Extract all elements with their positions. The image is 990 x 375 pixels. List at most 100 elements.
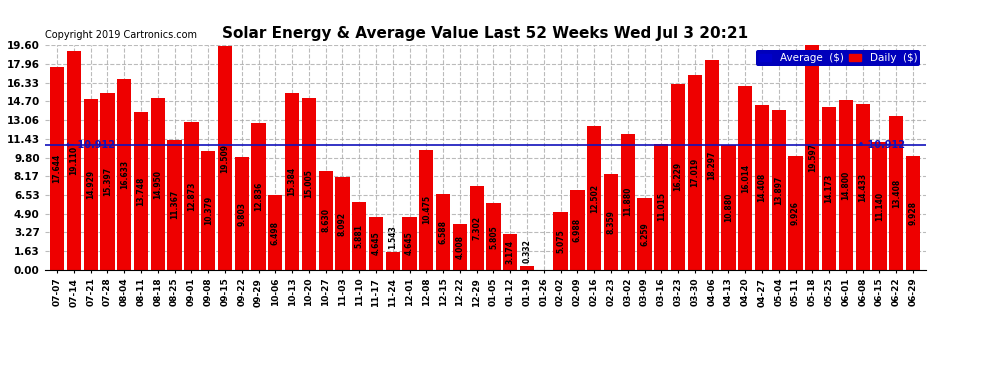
Bar xyxy=(587,126,601,270)
Text: 6.988: 6.988 xyxy=(573,218,582,242)
Text: 16.014: 16.014 xyxy=(741,164,749,193)
Bar xyxy=(336,177,349,270)
Text: 4.645: 4.645 xyxy=(371,231,380,255)
Text: 15.397: 15.397 xyxy=(103,167,112,196)
Text: 11.880: 11.880 xyxy=(624,187,633,216)
Bar xyxy=(788,156,803,270)
Text: 0.332: 0.332 xyxy=(523,239,532,263)
Bar xyxy=(251,123,265,270)
Text: 6.498: 6.498 xyxy=(271,221,280,245)
Text: 4.645: 4.645 xyxy=(405,231,414,255)
Text: 6.588: 6.588 xyxy=(439,220,447,244)
Text: 13.748: 13.748 xyxy=(137,176,146,206)
Text: 12.873: 12.873 xyxy=(187,182,196,211)
Bar xyxy=(621,134,635,270)
Bar xyxy=(50,68,64,270)
Bar xyxy=(722,145,736,270)
Bar xyxy=(83,99,98,270)
Bar xyxy=(739,86,752,270)
Text: 11.015: 11.015 xyxy=(656,192,666,221)
Text: 12.502: 12.502 xyxy=(590,184,599,213)
Bar xyxy=(771,111,786,270)
Text: 19.597: 19.597 xyxy=(808,143,817,172)
Bar xyxy=(369,217,383,270)
Bar xyxy=(167,140,182,270)
Bar xyxy=(66,51,81,270)
Text: 9.928: 9.928 xyxy=(909,201,918,225)
Bar xyxy=(218,46,232,270)
Bar xyxy=(100,93,115,270)
Text: 5.805: 5.805 xyxy=(489,225,498,249)
Bar xyxy=(855,104,870,270)
Text: 17.019: 17.019 xyxy=(690,158,699,187)
Text: 8.630: 8.630 xyxy=(321,209,330,232)
Bar xyxy=(469,186,484,270)
Bar xyxy=(150,98,165,270)
Text: 6.259: 6.259 xyxy=(641,222,649,246)
Text: 14.929: 14.929 xyxy=(86,170,95,199)
Text: 13.897: 13.897 xyxy=(774,176,783,205)
Text: 1.543: 1.543 xyxy=(388,225,397,249)
Text: 16.633: 16.633 xyxy=(120,160,129,189)
Text: 3.174: 3.174 xyxy=(506,240,515,264)
Text: 14.433: 14.433 xyxy=(858,172,867,202)
Bar xyxy=(889,116,904,270)
Text: 8.092: 8.092 xyxy=(338,211,346,236)
Bar xyxy=(285,93,299,270)
Bar xyxy=(419,150,434,270)
Bar xyxy=(705,60,719,270)
Text: ← 10.912: ← 10.912 xyxy=(65,140,115,150)
Text: 8.359: 8.359 xyxy=(607,210,616,234)
Bar xyxy=(805,45,820,270)
Text: 19.509: 19.509 xyxy=(221,144,230,172)
Text: 5.075: 5.075 xyxy=(556,229,565,253)
Legend: Average  ($), Daily  ($): Average ($), Daily ($) xyxy=(755,50,921,66)
Bar xyxy=(319,171,333,270)
Bar xyxy=(184,122,199,270)
Text: 14.950: 14.950 xyxy=(153,170,162,199)
Bar xyxy=(688,75,702,270)
Text: 11.140: 11.140 xyxy=(875,192,884,220)
Bar xyxy=(302,98,316,270)
Text: 19.110: 19.110 xyxy=(69,146,78,175)
Text: 14.173: 14.173 xyxy=(825,174,834,203)
Text: 10.475: 10.475 xyxy=(422,195,431,225)
Text: Copyright 2019 Cartronics.com: Copyright 2019 Cartronics.com xyxy=(45,30,197,40)
Bar xyxy=(268,195,282,270)
Bar xyxy=(906,156,920,270)
Bar xyxy=(352,202,366,270)
Bar xyxy=(671,84,685,270)
Text: 9.803: 9.803 xyxy=(238,202,247,226)
Text: 7.302: 7.302 xyxy=(472,216,481,240)
Text: 4.008: 4.008 xyxy=(455,235,464,259)
Text: 14.408: 14.408 xyxy=(757,172,766,202)
Bar xyxy=(654,144,668,270)
Text: • 10.912: • 10.912 xyxy=(857,140,905,150)
Bar xyxy=(553,212,567,270)
Bar xyxy=(822,107,837,270)
Bar xyxy=(452,224,467,270)
Bar xyxy=(235,158,248,270)
Bar xyxy=(503,234,518,270)
Bar xyxy=(403,217,417,270)
Bar xyxy=(486,203,501,270)
Text: 13.408: 13.408 xyxy=(892,178,901,208)
Text: 5.881: 5.881 xyxy=(354,224,363,248)
Bar xyxy=(638,198,651,270)
Bar xyxy=(872,142,887,270)
Text: 12.836: 12.836 xyxy=(254,182,263,211)
Bar xyxy=(134,112,148,270)
Bar xyxy=(755,105,769,270)
Text: 17.644: 17.644 xyxy=(52,154,61,183)
Text: 10.379: 10.379 xyxy=(204,196,213,225)
Bar xyxy=(570,190,584,270)
Bar xyxy=(436,194,450,270)
Bar xyxy=(386,252,400,270)
Text: 18.297: 18.297 xyxy=(707,150,716,180)
Text: 9.926: 9.926 xyxy=(791,201,800,225)
Title: Solar Energy & Average Value Last 52 Weeks Wed Jul 3 20:21: Solar Energy & Average Value Last 52 Wee… xyxy=(222,26,748,41)
Text: 14.800: 14.800 xyxy=(842,170,850,200)
Bar xyxy=(839,100,853,270)
Text: 15.005: 15.005 xyxy=(304,170,314,198)
Text: 15.384: 15.384 xyxy=(288,167,297,196)
